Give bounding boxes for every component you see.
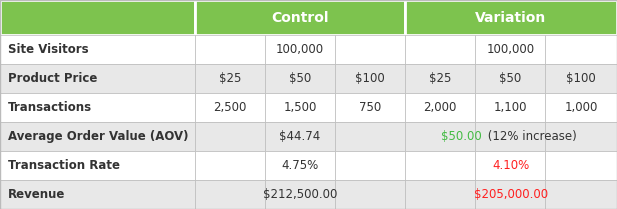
Bar — [195, 64, 265, 93]
Text: $25: $25 — [219, 72, 241, 85]
Bar — [265, 35, 335, 64]
Bar — [405, 0, 617, 35]
Bar — [195, 122, 265, 151]
Bar — [0, 0, 195, 35]
Text: 100,000: 100,000 — [276, 43, 324, 56]
Bar — [545, 180, 617, 209]
Text: (12% increase): (12% increase) — [484, 130, 576, 143]
Bar — [405, 93, 475, 122]
Text: Product Price: Product Price — [8, 72, 97, 85]
Text: 1,500: 1,500 — [283, 101, 317, 114]
Bar — [545, 93, 617, 122]
Bar — [335, 122, 405, 151]
Bar — [545, 35, 617, 64]
Text: $205,000.00: $205,000.00 — [474, 188, 548, 201]
Bar — [405, 180, 475, 209]
Bar — [335, 35, 405, 64]
Text: Transaction Rate: Transaction Rate — [8, 159, 120, 172]
Bar — [335, 180, 405, 209]
Text: $50: $50 — [499, 72, 521, 85]
Bar — [0, 180, 195, 209]
Bar — [335, 151, 405, 180]
Bar — [405, 151, 475, 180]
Bar — [265, 93, 335, 122]
Text: 1,000: 1,000 — [565, 101, 598, 114]
Bar — [195, 93, 265, 122]
Text: 2,500: 2,500 — [213, 101, 247, 114]
Bar — [0, 151, 195, 180]
Bar — [0, 122, 195, 151]
Bar — [0, 64, 195, 93]
Bar — [0, 35, 195, 64]
Text: Control: Control — [271, 10, 329, 24]
Bar — [265, 180, 335, 209]
Bar — [335, 64, 405, 93]
Bar — [265, 122, 335, 151]
Text: 1,100: 1,100 — [493, 101, 527, 114]
Text: 2,000: 2,000 — [423, 101, 457, 114]
Bar — [475, 64, 545, 93]
Bar — [195, 35, 265, 64]
Text: Average Order Value (AOV): Average Order Value (AOV) — [8, 130, 189, 143]
Bar — [475, 180, 545, 209]
Text: $50.00: $50.00 — [441, 130, 481, 143]
Text: $25: $25 — [429, 72, 451, 85]
Text: 4.75%: 4.75% — [281, 159, 318, 172]
Text: $100: $100 — [355, 72, 385, 85]
Text: $50: $50 — [289, 72, 311, 85]
Bar — [475, 35, 545, 64]
Text: $100: $100 — [566, 72, 596, 85]
Bar — [545, 122, 617, 151]
Bar — [335, 93, 405, 122]
Bar — [265, 64, 335, 93]
Bar — [405, 64, 475, 93]
Bar — [195, 151, 265, 180]
Bar — [195, 0, 405, 35]
Text: $212,500.00: $212,500.00 — [263, 188, 337, 201]
Bar — [405, 122, 475, 151]
Bar — [545, 151, 617, 180]
Text: 4.10%: 4.10% — [492, 159, 529, 172]
Bar — [475, 122, 545, 151]
Bar — [475, 93, 545, 122]
Text: 750: 750 — [359, 101, 381, 114]
Bar — [545, 64, 617, 93]
Text: Transactions: Transactions — [8, 101, 92, 114]
Text: Revenue: Revenue — [8, 188, 65, 201]
Bar — [0, 93, 195, 122]
Bar — [195, 180, 265, 209]
Bar — [405, 35, 475, 64]
Text: Site Visitors: Site Visitors — [8, 43, 89, 56]
Text: 100,000: 100,000 — [487, 43, 535, 56]
Bar — [265, 151, 335, 180]
Text: Variation: Variation — [475, 10, 547, 24]
Text: $44.74: $44.74 — [280, 130, 321, 143]
Bar — [475, 151, 545, 180]
